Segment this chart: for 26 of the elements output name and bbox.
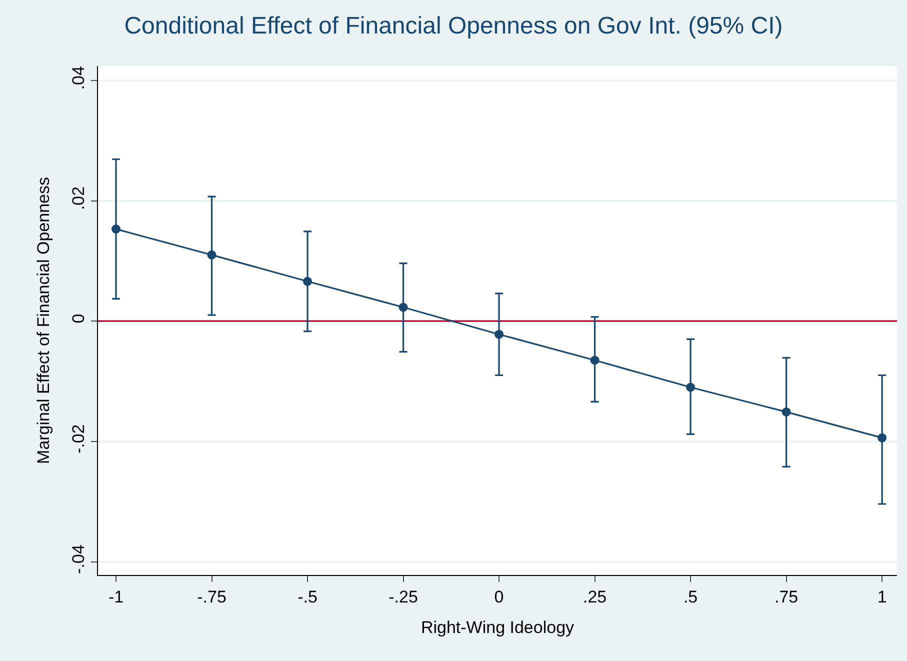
x-axis-title: Right-Wing Ideology — [420, 618, 575, 637]
point — [782, 407, 791, 416]
y-tick-label: -.04 — [69, 544, 88, 574]
point — [112, 224, 120, 234]
y-tick-label: -.02 — [69, 424, 88, 454]
x-tick-label: 0 — [494, 587, 504, 606]
y-tick-label: .02 — [69, 186, 88, 210]
x-tick-label: .5 — [683, 587, 698, 606]
point — [207, 250, 216, 260]
x-tick-label: 1 — [877, 587, 887, 606]
x-tick-label: -.75 — [197, 587, 226, 606]
x-tick-label: -1 — [108, 587, 124, 606]
x-tick-label: .25 — [582, 587, 607, 606]
x-tick-label: .75 — [774, 587, 798, 606]
point — [590, 356, 600, 365]
point — [686, 382, 696, 392]
point — [398, 302, 408, 312]
y-tick-label: 0 — [69, 314, 88, 324]
point — [303, 276, 312, 286]
point — [878, 433, 887, 442]
point — [494, 330, 504, 339]
chart-title: Conditional Effect of Financial Openness on Gov Int. (95% CI) — [124, 12, 783, 40]
y-axis-title: Marginal Effect of Financial Openness — [34, 177, 53, 464]
y-tick-label: .04 — [69, 66, 88, 90]
x-tick-label: -.25 — [388, 587, 418, 606]
x-tick-label: -.5 — [298, 587, 318, 606]
